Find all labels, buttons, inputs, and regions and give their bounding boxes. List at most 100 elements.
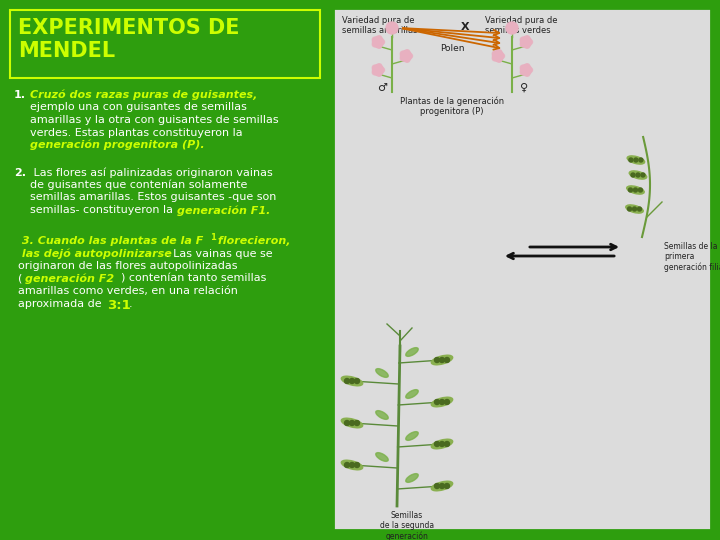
Text: 3:1: 3:1 bbox=[107, 299, 131, 312]
Circle shape bbox=[521, 64, 531, 76]
Text: amarillas como verdes, en una relación: amarillas como verdes, en una relación bbox=[18, 286, 238, 296]
Circle shape bbox=[344, 462, 349, 468]
Circle shape bbox=[634, 188, 637, 192]
Text: . Las vainas que se: . Las vainas que se bbox=[166, 249, 273, 259]
Ellipse shape bbox=[629, 171, 647, 179]
Ellipse shape bbox=[406, 390, 418, 399]
Circle shape bbox=[521, 37, 526, 42]
Circle shape bbox=[405, 50, 410, 55]
Circle shape bbox=[521, 42, 526, 47]
Text: ♂: ♂ bbox=[377, 83, 387, 93]
Text: ) contenían tanto semillas: ) contenían tanto semillas bbox=[121, 274, 266, 284]
Circle shape bbox=[408, 53, 413, 58]
Circle shape bbox=[641, 173, 645, 177]
Text: Polen: Polen bbox=[440, 44, 464, 53]
Text: de guisantes que contenían solamente: de guisantes que contenían solamente bbox=[30, 180, 248, 191]
Ellipse shape bbox=[341, 376, 363, 386]
FancyBboxPatch shape bbox=[10, 10, 320, 78]
Circle shape bbox=[528, 68, 533, 72]
Text: 2.: 2. bbox=[14, 167, 26, 178]
Ellipse shape bbox=[376, 369, 388, 377]
Circle shape bbox=[377, 36, 382, 40]
Circle shape bbox=[521, 70, 526, 75]
Circle shape bbox=[444, 400, 449, 404]
Bar bbox=[333, 8, 711, 530]
Circle shape bbox=[492, 51, 498, 56]
Ellipse shape bbox=[431, 481, 453, 491]
Circle shape bbox=[372, 42, 377, 47]
Ellipse shape bbox=[626, 186, 644, 194]
Circle shape bbox=[636, 173, 640, 177]
Circle shape bbox=[372, 70, 377, 75]
Circle shape bbox=[379, 68, 384, 72]
Circle shape bbox=[439, 400, 444, 404]
Text: 1: 1 bbox=[210, 233, 216, 242]
Circle shape bbox=[521, 37, 531, 48]
Text: Semillas
de la segunda
generación
filial (F₂): Semillas de la segunda generación filial… bbox=[380, 511, 434, 540]
Circle shape bbox=[634, 158, 638, 162]
Circle shape bbox=[434, 442, 439, 447]
Circle shape bbox=[372, 37, 384, 48]
Ellipse shape bbox=[341, 418, 363, 428]
Circle shape bbox=[444, 483, 449, 489]
Circle shape bbox=[349, 379, 354, 383]
Circle shape bbox=[639, 158, 643, 162]
Text: semillas amarillas. Estos guisantes -que son: semillas amarillas. Estos guisantes -que… bbox=[30, 192, 276, 202]
Circle shape bbox=[525, 64, 530, 69]
Circle shape bbox=[492, 51, 503, 62]
Ellipse shape bbox=[376, 410, 388, 420]
Ellipse shape bbox=[431, 397, 453, 407]
Text: .: . bbox=[129, 299, 132, 309]
Text: las dejó autopolinizarse: las dejó autopolinizarse bbox=[18, 249, 172, 259]
Circle shape bbox=[444, 357, 449, 362]
Circle shape bbox=[434, 400, 439, 404]
Text: semillas- constituyeron la: semillas- constituyeron la bbox=[30, 205, 176, 215]
Circle shape bbox=[372, 65, 377, 70]
Circle shape bbox=[637, 207, 642, 211]
Circle shape bbox=[400, 51, 412, 62]
Text: ejemplo una con guisantes de semillas: ejemplo una con guisantes de semillas bbox=[30, 103, 247, 112]
Text: aproximada de: aproximada de bbox=[18, 299, 105, 309]
Circle shape bbox=[631, 173, 635, 177]
Circle shape bbox=[525, 71, 530, 76]
Circle shape bbox=[628, 207, 631, 211]
Ellipse shape bbox=[626, 205, 643, 213]
Ellipse shape bbox=[431, 439, 453, 449]
Circle shape bbox=[344, 379, 349, 383]
Text: generación progenitora (P).: generación progenitora (P). bbox=[30, 140, 204, 151]
Text: verdes. Estas plantas constituyeron la: verdes. Estas plantas constituyeron la bbox=[30, 127, 243, 138]
Circle shape bbox=[354, 462, 359, 468]
Text: generación F2: generación F2 bbox=[25, 274, 114, 284]
Circle shape bbox=[434, 483, 439, 489]
Circle shape bbox=[434, 357, 439, 362]
Circle shape bbox=[400, 56, 405, 61]
Circle shape bbox=[386, 22, 398, 34]
Circle shape bbox=[377, 43, 382, 48]
Circle shape bbox=[444, 442, 449, 447]
Circle shape bbox=[439, 357, 444, 362]
Circle shape bbox=[497, 57, 502, 62]
Circle shape bbox=[629, 158, 633, 162]
Text: Variedad pura de
semillas amarillas: Variedad pura de semillas amarillas bbox=[342, 16, 418, 36]
Circle shape bbox=[525, 43, 530, 48]
Circle shape bbox=[497, 50, 502, 55]
Circle shape bbox=[354, 379, 359, 383]
Text: amarillas y la otra con guisantes de semillas: amarillas y la otra con guisantes de sem… bbox=[30, 115, 279, 125]
Circle shape bbox=[349, 421, 354, 426]
Ellipse shape bbox=[406, 431, 418, 440]
Circle shape bbox=[528, 39, 533, 44]
Ellipse shape bbox=[431, 355, 453, 365]
Circle shape bbox=[629, 188, 632, 192]
Text: Variedad pura de
semillas verdes: Variedad pura de semillas verdes bbox=[485, 16, 557, 36]
Circle shape bbox=[492, 56, 498, 61]
Text: Cruzó dos razas puras de guisantes,: Cruzó dos razas puras de guisantes, bbox=[30, 90, 257, 100]
Ellipse shape bbox=[406, 474, 418, 482]
Text: X: X bbox=[461, 22, 469, 32]
Text: florecieron,: florecieron, bbox=[214, 237, 290, 246]
Circle shape bbox=[439, 442, 444, 447]
Circle shape bbox=[372, 37, 377, 42]
Circle shape bbox=[344, 421, 349, 426]
Text: Plantas de la generación
progenitora (P): Plantas de la generación progenitora (P) bbox=[400, 96, 504, 116]
Circle shape bbox=[500, 53, 505, 58]
Ellipse shape bbox=[406, 348, 418, 356]
